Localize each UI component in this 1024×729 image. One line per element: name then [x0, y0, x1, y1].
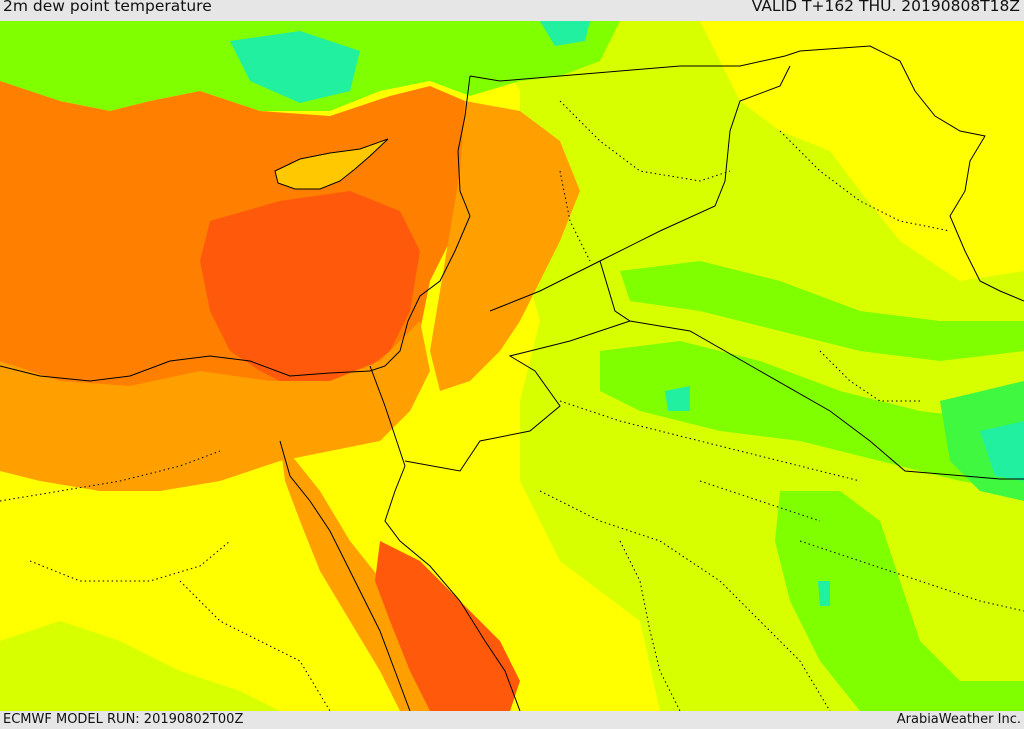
border-iraq-saudi	[599, 260, 1024, 480]
province-line-4	[539, 490, 831, 711]
border-iraq-iran	[899, 60, 1024, 302]
border-jordan-iraq	[489, 65, 791, 312]
border-redsea-west	[279, 440, 411, 711]
dew-point-map[interactable]	[0, 21, 1024, 711]
valid-time: VALID T+162 THU. 20190808T18Z	[751, 0, 1020, 15]
province-line-7	[0, 450, 221, 502]
field-green-band-north	[620, 261, 1024, 361]
province-line-5	[619, 540, 681, 711]
border-egypt-coast	[0, 355, 371, 382]
field-teal-north-2	[540, 21, 590, 46]
field-teal-small-1	[665, 386, 690, 411]
border-sinai-east	[369, 365, 406, 467]
header-bar: 2m dew point temperature VALID T+162 THU…	[0, 0, 1024, 21]
province-line-12	[699, 480, 821, 522]
field-teal-north-1	[230, 31, 360, 103]
field-lightorange-levant	[430, 101, 580, 391]
map-title: 2m dew point temperature	[3, 0, 212, 15]
province-line-11	[559, 170, 591, 262]
field-teal-small-2	[818, 581, 830, 606]
field-lightorange-egypt	[0, 321, 430, 491]
footer-bar: ECMWF MODEL RUN: 20190802T00Z ArabiaWeat…	[0, 711, 1024, 729]
credit-label: ArabiaWeather Inc.	[896, 712, 1021, 727]
field-yellow-northeast	[700, 21, 1024, 281]
field-darkorange-med	[200, 191, 420, 391]
country-borders	[0, 45, 1024, 711]
field-green-southwest	[0, 621, 280, 711]
cyprus-island	[274, 138, 389, 190]
province-line-6	[799, 540, 1024, 612]
province-borders	[0, 100, 1024, 711]
border-jordan-saudi	[404, 320, 631, 472]
field-redsea-core	[375, 541, 520, 711]
border-syria-turkey	[469, 45, 901, 82]
field-green-band	[600, 341, 1024, 491]
model-run-label: ECMWF MODEL RUN: 20190802T00Z	[3, 712, 244, 727]
field-teal-east	[980, 421, 1024, 481]
map-canvas	[0, 21, 1024, 711]
field-green-south	[775, 491, 1024, 711]
border-redsea-east	[384, 465, 521, 711]
province-line-8	[29, 540, 231, 582]
border-levant-coast	[369, 75, 471, 372]
